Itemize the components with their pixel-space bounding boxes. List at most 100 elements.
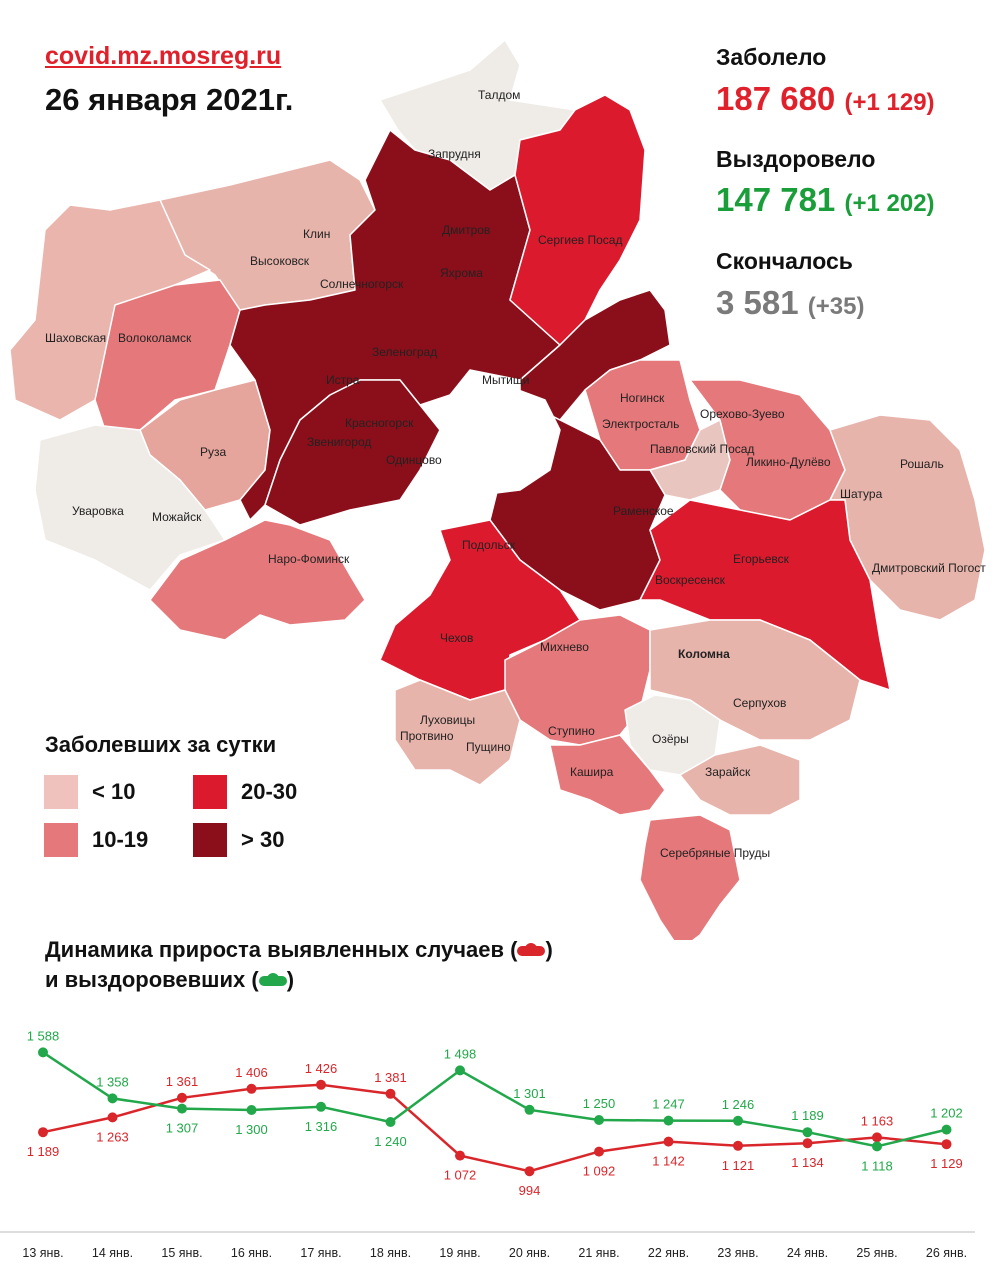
place-label: Руза (200, 445, 227, 459)
recovered-total: 147 781 (716, 181, 836, 218)
recovered-point (733, 1115, 743, 1126)
recovered-data-label: 1 246 (722, 1097, 755, 1112)
recovered-data-label: 1 307 (166, 1121, 199, 1136)
district-egorievsk (639, 499, 891, 691)
place-label: Егорьевск (733, 552, 790, 566)
cases-data-label: 1 092 (583, 1164, 616, 1179)
place-label: Яхрома (440, 266, 483, 280)
dynamics-title: Динамика прироста выявленных случаев () … (45, 935, 553, 995)
recovered-point (246, 1105, 257, 1115)
cases-data-label: 1 381 (374, 1070, 407, 1085)
cases-point (802, 1138, 813, 1149)
place-label: Серпухов (733, 696, 786, 710)
recovered-data-label: 1 316 (305, 1119, 338, 1134)
cases-point (107, 1112, 118, 1123)
place-label: Красногорск (345, 416, 414, 430)
cases-data-label: 1 072 (444, 1168, 477, 1183)
recovered-point (455, 1065, 465, 1076)
place-label: Сергиев Посад (538, 233, 622, 247)
x-tick-label: 21 янв. (578, 1246, 619, 1260)
district-serpukhov (394, 679, 521, 786)
district-serebryanye-prudy (639, 814, 741, 940)
recovered-data-label: 1 358 (96, 1074, 129, 1089)
recovered-data-label: 1 300 (235, 1122, 268, 1137)
place-label: Истра (326, 373, 360, 387)
cases-data-label: 1 189 (27, 1144, 60, 1159)
x-tick-label: 20 янв. (509, 1246, 550, 1260)
recovered-point (316, 1101, 326, 1112)
cases-legend-icon (517, 943, 546, 957)
cases-point (38, 1127, 48, 1138)
cases-data-label: 1 361 (166, 1074, 199, 1089)
dynamics-chart: 13 янв. 14 янв. 15 янв. 16 янв. 17 янв. 18 ян… (0, 1028, 975, 1260)
place-label: Зеленоград (372, 345, 437, 359)
cases-data-label: 1 163 (861, 1113, 894, 1128)
cases-data-label: 1 142 (652, 1154, 685, 1169)
x-tick-label: 24 янв. (787, 1246, 828, 1260)
place-label: Зарайск (705, 765, 751, 779)
recovered-data-label: 1 247 (652, 1097, 685, 1112)
x-tick-label: 15 янв. (161, 1246, 202, 1260)
legend-label: > 30 (241, 827, 285, 852)
district-zaraysk (679, 744, 801, 816)
place-label: Дмитров (442, 223, 490, 237)
place-label: Михнево (540, 640, 589, 654)
recovered-point (872, 1141, 882, 1152)
x-tick-label: 25 янв. (856, 1246, 897, 1260)
recovered-data-label: 1 189 (791, 1108, 824, 1123)
source-link[interactable]: covid.mz.mosreg.ru (45, 42, 282, 70)
recovered-legend-icon (258, 973, 287, 987)
district-odintsovo (264, 379, 441, 526)
cases-point (663, 1136, 674, 1147)
place-label: Одинцово (386, 453, 442, 467)
deaths-total: 3 581 (716, 284, 799, 321)
recovered-data-label: 1 498 (444, 1046, 477, 1061)
place-label: Шатура (840, 487, 883, 501)
cases-data-label: 1 426 (305, 1061, 338, 1076)
recovered-value: 147 781 (+1 202) (716, 181, 935, 219)
recovered-point (524, 1104, 535, 1115)
place-label: Коломна (678, 647, 730, 661)
recovered-point (594, 1115, 604, 1125)
legend-swatch (44, 823, 78, 857)
infected-delta: (+1 129) (844, 89, 935, 116)
recovered-data-label: 1 118 (861, 1158, 893, 1173)
recovered-delta: (+1 202) (844, 190, 935, 217)
recovered-point (385, 1117, 396, 1127)
place-label: Запрудня (428, 147, 481, 161)
cases-data-label: 1 129 (930, 1156, 963, 1171)
place-label: Орехово-Зуево (700, 407, 785, 421)
infected-total: 187 680 (716, 80, 836, 117)
place-label: Ступино (548, 724, 595, 738)
place-label: Талдом (478, 88, 520, 102)
cases-point (177, 1092, 187, 1103)
place-label: Серебряные Пруды (660, 846, 770, 860)
district-naro-fominsk (149, 519, 366, 641)
legend-title: Заболевших за сутки (45, 732, 277, 757)
legend-swatch (193, 823, 227, 857)
place-label: Луховицы (420, 713, 475, 727)
district-kashira (549, 734, 666, 816)
place-label: Подольск (462, 538, 516, 552)
place-label: Мытищи (482, 373, 529, 387)
x-tick-label: 23 янв. (717, 1246, 758, 1260)
deaths-delta: (+35) (807, 293, 865, 320)
place-label: Пущино (466, 740, 511, 754)
place-label: Солнечногорск (320, 277, 404, 291)
infected-label: Заболело (716, 44, 827, 70)
cases-point (872, 1132, 882, 1143)
recovered-point (802, 1127, 813, 1138)
cases-point (246, 1083, 257, 1094)
region-map: Талдом Запрудня Клин Высоковск Дмитров С… (9, 39, 986, 940)
legend-swatch (193, 775, 227, 809)
dynamics-title-line2: и выздоровевших ( (45, 967, 259, 992)
recovered-data-label: 1 301 (513, 1086, 546, 1101)
x-tick-label: 13 янв. (22, 1246, 63, 1260)
infected-value: 187 680 (+1 129) (716, 80, 935, 118)
x-tick-label: 17 янв. (300, 1246, 341, 1260)
recovered-point (941, 1124, 952, 1135)
x-tick-label: 22 янв. (648, 1246, 689, 1260)
cases-point (941, 1139, 952, 1150)
x-tick-label: 18 янв. (370, 1246, 411, 1260)
dynamics-title-line1-end: ) (545, 937, 553, 962)
